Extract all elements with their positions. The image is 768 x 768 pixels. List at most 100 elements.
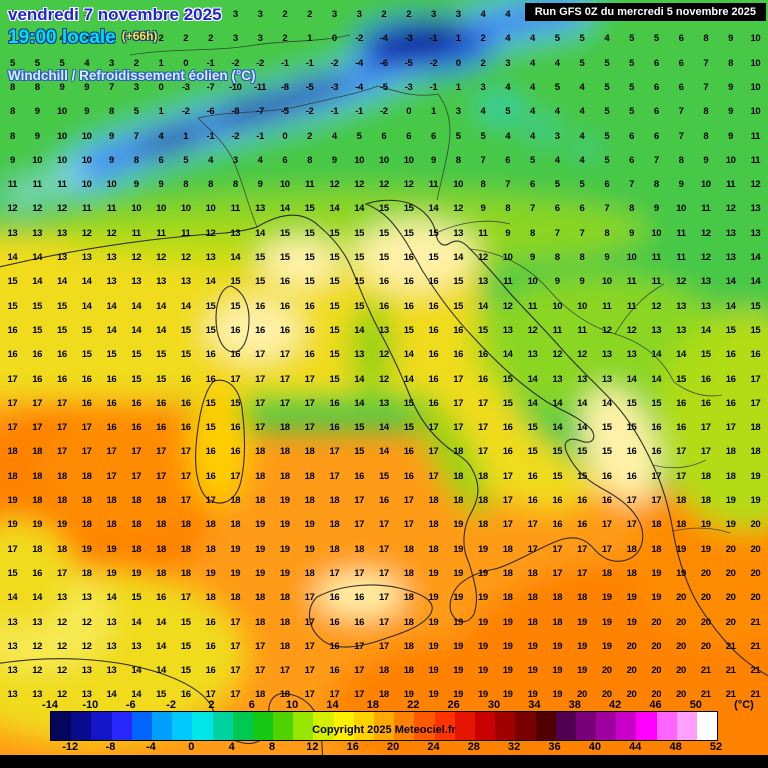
- windchill-value: 13: [32, 227, 43, 239]
- windchill-value: -3: [330, 81, 339, 93]
- windchill-value: 5: [554, 179, 560, 191]
- windchill-value: 17: [577, 543, 587, 555]
- legend-tick-label: 46: [649, 699, 662, 711]
- windchill-value: 12: [478, 252, 488, 263]
- windchill-value: 19: [478, 689, 488, 701]
- windchill-value: 2: [406, 9, 412, 20]
- windchill-value: 18: [428, 519, 439, 531]
- windchill-value: 17: [700, 422, 711, 434]
- windchill-value: 6: [653, 57, 659, 69]
- windchill-value: 15: [750, 300, 761, 312]
- windchill-value: -3: [404, 81, 413, 93]
- windchill-value: 6: [430, 130, 436, 142]
- windchill-value: 15: [106, 349, 117, 361]
- windchill-value: 16: [81, 373, 92, 385]
- windchill-value: 15: [304, 252, 315, 263]
- windchill-value: 18: [106, 519, 117, 531]
- legend-color-cell: [151, 712, 173, 740]
- windchill-value: 17: [304, 640, 315, 652]
- grid-row: 14 14 13 13 14 15 16 17 18 18 18 18 17 16 16 17 18 19 19 19…: [0, 592, 768, 604]
- windchill-value: 15: [304, 276, 315, 288]
- windchill-value: 15: [676, 373, 686, 385]
- windchill-value: 7: [480, 154, 486, 166]
- windchill-value: 15: [279, 227, 290, 239]
- windchill-value: 9: [505, 227, 511, 239]
- legend-color-cell: [252, 712, 274, 740]
- windchill-value: 18: [403, 616, 414, 628]
- windchill-value: 3: [455, 9, 461, 20]
- grid-row: 13 12 12 13 13 14 14 15 16 17 17 17 17 16 17 18 18 19 19 19…: [0, 665, 768, 677]
- windchill-value: 17: [255, 665, 265, 677]
- windchill-value: 9: [480, 203, 486, 215]
- windchill-value: 3: [84, 9, 90, 20]
- windchill-value: 10: [403, 154, 414, 166]
- windchill-value: 17: [279, 373, 290, 385]
- windchill-value: 10: [57, 154, 67, 166]
- windchill-value: 5: [34, 57, 40, 69]
- windchill-value: 21: [750, 665, 761, 677]
- windchill-value: 17: [502, 495, 513, 506]
- windchill-value: 11: [676, 252, 686, 263]
- windchill-value: 17: [7, 422, 18, 434]
- windchill-value: 17: [700, 446, 711, 458]
- windchill-value: 14: [106, 592, 117, 604]
- windchill-value: -1: [429, 81, 438, 93]
- windchill-value: 18: [725, 446, 736, 458]
- windchill-value: 17: [131, 470, 142, 482]
- windchill-value: 13: [750, 203, 761, 215]
- windchill-value: 12: [81, 616, 92, 628]
- windchill-value: 16: [676, 422, 686, 434]
- windchill-value: 9: [34, 130, 40, 142]
- windchill-value: 18: [552, 592, 563, 604]
- windchill-value: 15: [81, 349, 92, 361]
- windchill-value: 11: [750, 130, 761, 142]
- windchill-value: 10: [354, 154, 364, 166]
- windchill-value: 5: [455, 130, 461, 142]
- windchill-value: 19: [453, 616, 464, 628]
- windchill-value: 15: [626, 397, 637, 409]
- windchill-value: 10: [577, 300, 587, 312]
- windchill-value: 9: [530, 252, 535, 263]
- windchill-value: 6: [653, 130, 659, 142]
- windchill-value: 11: [701, 203, 711, 215]
- windchill-value: 15: [626, 422, 637, 434]
- windchill-value: 5: [579, 57, 585, 69]
- windchill-value: 15: [453, 300, 464, 312]
- windchill-value: 15: [131, 592, 142, 604]
- windchill-value: 13: [32, 616, 43, 628]
- windchill-value: 17: [354, 689, 364, 701]
- windchill-value: 16: [205, 470, 216, 482]
- windchill-value: 19: [255, 567, 265, 579]
- windchill-value: 19: [428, 592, 439, 604]
- windchill-value: 19: [527, 689, 538, 701]
- border-layer: [129, 34, 731, 534]
- windchill-value: 18: [403, 665, 414, 677]
- windchill-value: 8: [480, 179, 486, 191]
- grid-row: 17 18 18 19 19 18 18 18 18 19 19 19 19 18 18 17 18 18 19 19…: [0, 544, 768, 556]
- legend-color-cell: [313, 712, 334, 740]
- windchill-value: 7: [604, 203, 610, 215]
- windchill-value: 10: [651, 227, 662, 239]
- windchill-value: 19: [428, 616, 439, 628]
- map-parameter-title: Windchill / Refroidissement éolien (°C): [8, 68, 256, 83]
- windchill-value: -4: [355, 57, 363, 69]
- windchill-value: 12: [32, 665, 43, 677]
- windchill-value: 5: [480, 130, 486, 142]
- windchill-value: 15: [403, 227, 414, 239]
- windchill-value: 15: [329, 252, 340, 263]
- windchill-value: 14: [577, 422, 587, 434]
- windchill-value: 16: [329, 665, 340, 677]
- windchill-value: 14: [527, 373, 538, 385]
- legend-tick-label: 10: [286, 699, 299, 711]
- windchill-value: -4: [380, 33, 388, 45]
- windchill-value: 8: [554, 252, 560, 263]
- windchill-value: 14: [354, 373, 364, 385]
- windchill-value: 5: [579, 179, 585, 191]
- windchill-value: 18: [453, 495, 464, 506]
- windchill-value: 17: [676, 470, 686, 482]
- windchill-value: 12: [700, 252, 711, 263]
- windchill-value: 18: [32, 495, 43, 506]
- windchill-value: -2: [256, 57, 264, 69]
- windchill-value: 11: [7, 179, 18, 191]
- legend-tick-label: 20: [386, 741, 400, 753]
